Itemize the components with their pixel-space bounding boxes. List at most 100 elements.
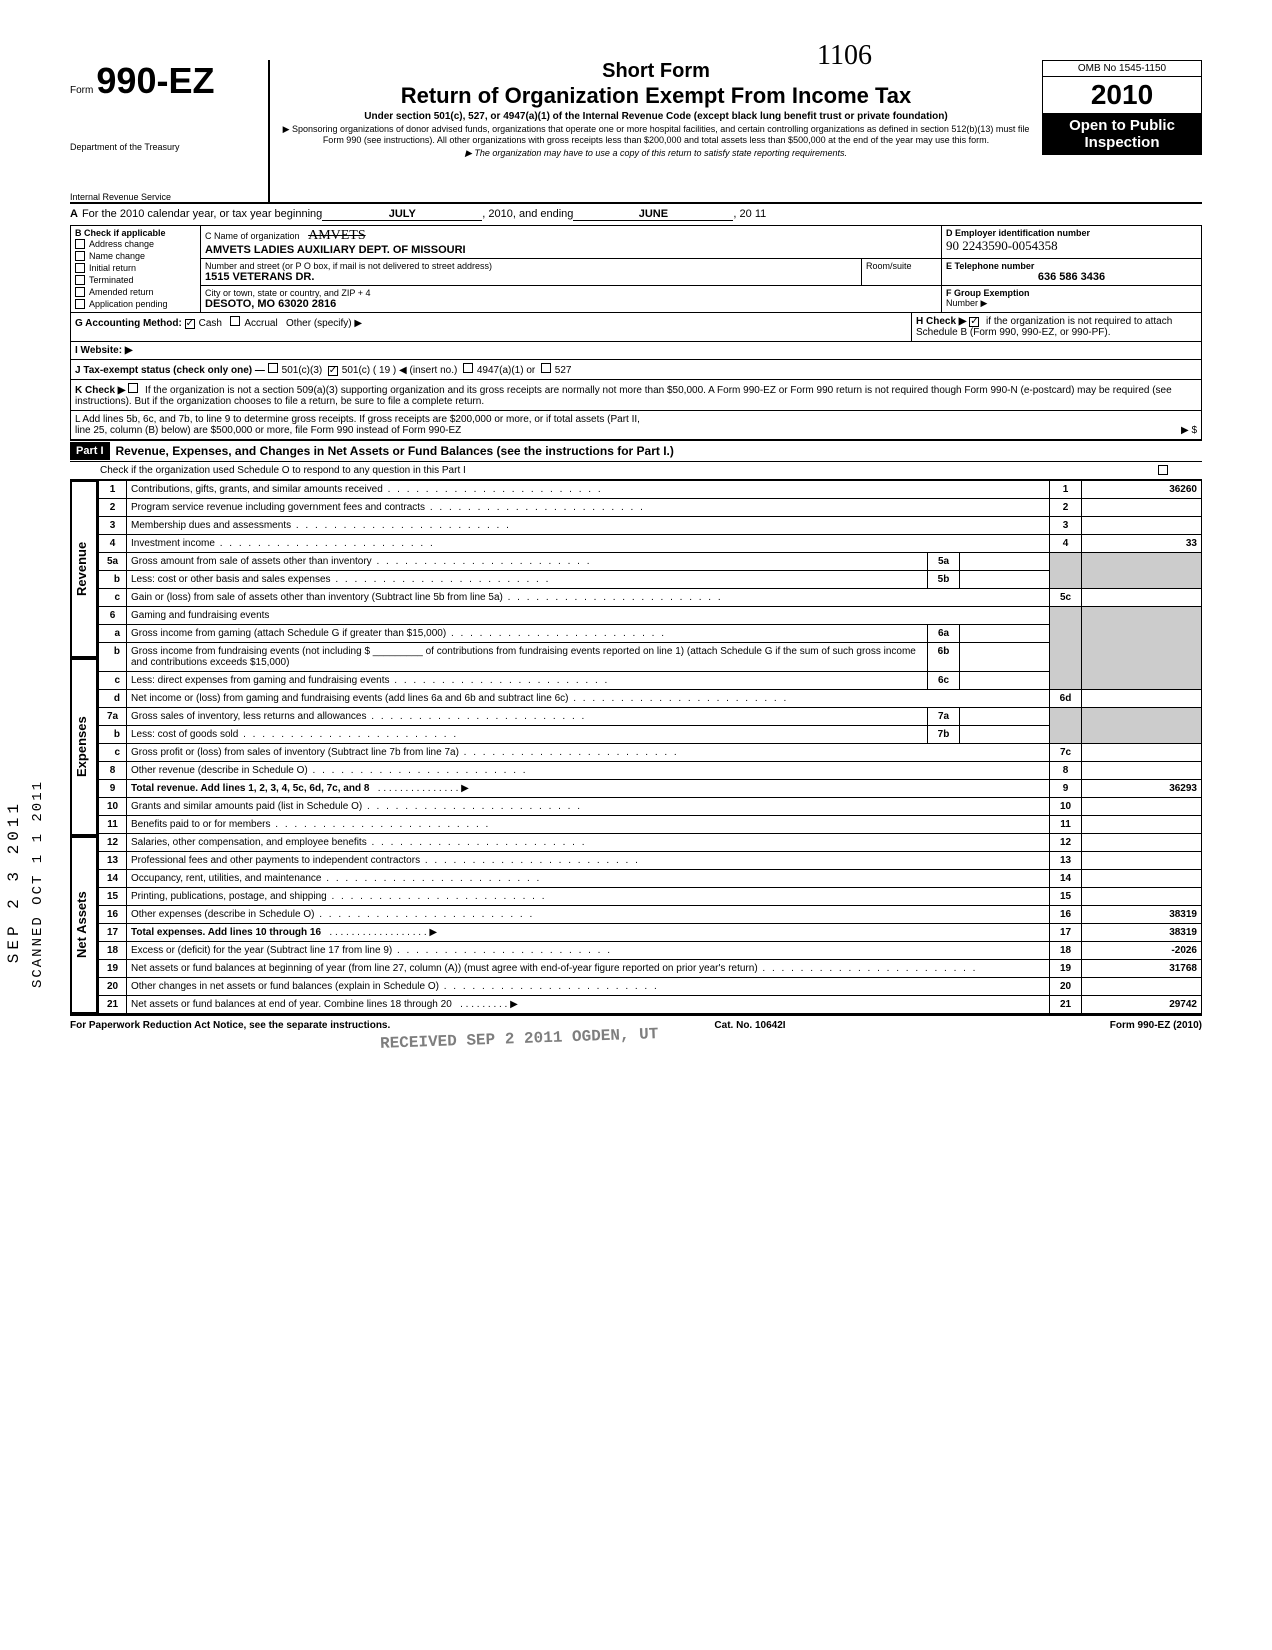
g-accounting: G Accounting Method: Cash Accrual Other … (71, 313, 911, 341)
footer-mid: Cat. No. 10642I (714, 1020, 785, 1031)
line-18: 18Excess or (deficit) for the year (Subt… (99, 942, 1202, 960)
line-4: 4Investment income433 (99, 535, 1202, 553)
line-16: 16Other expenses (describe in Schedule O… (99, 906, 1202, 924)
omb-number: OMB No 1545-1150 (1042, 60, 1202, 77)
title-block: Short Form Return of Organization Exempt… (270, 60, 1042, 158)
part1-check-text: Check if the organization used Schedule … (100, 465, 466, 476)
cb-terminated[interactable]: Terminated (75, 274, 196, 286)
line-6d: dNet income or (loss) from gaming and fu… (99, 690, 1202, 708)
right-column: OMB No 1545-1150 2010 Open to Public Ins… (1042, 60, 1202, 155)
label-revenue: Revenue (70, 480, 98, 658)
line-a-tail: , 20 11 (733, 208, 766, 221)
cb-name-change[interactable]: Name change (75, 250, 196, 262)
line-10: 10Grants and similar amounts paid (list … (99, 798, 1202, 816)
cb-amended[interactable]: Amended return (75, 286, 196, 298)
cb-app-pending[interactable]: Application pending (75, 298, 196, 310)
line-5b: bLess: cost or other basis and sales exp… (99, 571, 1202, 589)
open-public: Open to Public Inspection (1042, 113, 1202, 155)
cb-527[interactable] (541, 363, 551, 373)
line-21: 21Net assets or fund balances at end of … (99, 996, 1202, 1014)
city-value[interactable]: DESOTO, MO 63020 2816 (205, 298, 937, 310)
i-website[interactable]: I Website: ▶ (70, 342, 1202, 360)
h-block: H Check ▶ if the organization is not req… (911, 313, 1201, 341)
section-b: B Check if applicable Address change Nam… (71, 226, 201, 312)
tax-year-begin[interactable]: JULY (322, 208, 482, 221)
j-insert: ◀ (insert no.) (399, 365, 457, 376)
line-8: 8Other revenue (describe in Schedule O)8 (99, 762, 1202, 780)
cb-cash[interactable] (185, 319, 195, 329)
cb-part1-schedo[interactable] (1158, 465, 1168, 475)
b-label: B Check if applicable (75, 228, 196, 238)
e-label: E Telephone number (946, 261, 1197, 271)
city-block: City or town, state or country, and ZIP … (201, 286, 941, 312)
title-fine2: ▶ The organization may have to use a cop… (280, 148, 1032, 159)
cb-initial-return[interactable]: Initial return (75, 262, 196, 274)
line-7b: bLess: cost of goods sold7b (99, 726, 1202, 744)
line-a-mid: , 2010, and ending (482, 208, 573, 221)
open-line2: Inspection (1044, 134, 1200, 151)
line-14: 14Occupancy, rent, utilities, and mainte… (99, 870, 1202, 888)
form-word: Form (70, 85, 93, 96)
line-17: 17Total expenses. Add lines 10 through 1… (99, 924, 1202, 942)
footer-right: Form 990-EZ (2010) (1110, 1020, 1202, 1031)
d-ein-block: D Employer identification number 90 2243… (941, 226, 1201, 258)
l-arrow: ▶ $ (1181, 425, 1197, 436)
line-9: 9Total revenue. Add lines 1, 2, 3, 4, 5c… (99, 780, 1202, 798)
part1-check-row: Check if the organization used Schedule … (70, 462, 1202, 480)
c-handwritten: AMVETS (308, 228, 366, 243)
cb-4947[interactable] (463, 363, 473, 373)
year-prefix: 20 (1091, 79, 1122, 110)
form-number: 990-EZ (96, 60, 214, 101)
cb-k[interactable] (128, 383, 138, 393)
line-a: A For the 2010 calendar year, or tax yea… (70, 202, 1202, 225)
cb-501c[interactable] (328, 366, 338, 376)
form-header: Form 990-EZ Department of the Treasury I… (70, 60, 1202, 202)
cb-h[interactable] (969, 317, 979, 327)
l-text2: line 25, column (B) below) are $500,000 … (75, 425, 461, 436)
tax-year: 2010 (1042, 77, 1202, 113)
city-label: City or town, state or country, and ZIP … (205, 288, 937, 298)
phone-value[interactable]: 636 586 3436 (946, 271, 1197, 283)
tax-year-end[interactable]: JUNE (573, 208, 733, 221)
lines-table: 1Contributions, gifts, grants, and simil… (98, 480, 1202, 1014)
line-13: 13Professional fees and other payments t… (99, 852, 1202, 870)
k-text: If the organization is not a section 509… (75, 385, 1172, 407)
cb-501c3[interactable] (268, 363, 278, 373)
line-12: 12Salaries, other compensation, and empl… (99, 834, 1202, 852)
line-19: 19Net assets or fund balances at beginni… (99, 960, 1202, 978)
c-label: C Name of organization (205, 231, 300, 241)
h-label: H Check ▶ (916, 316, 966, 327)
line-6b: bGross income from fundraising events (n… (99, 643, 1202, 672)
street-address[interactable]: 1515 VETERANS DR. (205, 271, 857, 283)
dept-treasury: Department of the Treasury (70, 142, 260, 152)
line-6a: aGross income from gaming (attach Schedu… (99, 625, 1202, 643)
l-block: L Add lines 5b, 6c, and 7b, to line 9 to… (70, 411, 1202, 440)
f-group-block: F Group Exemption Number ▶ (941, 286, 1201, 312)
line-2: 2Program service revenue including gover… (99, 499, 1202, 517)
title-sub: Under section 501(c), 527, or 4947(a)(1)… (280, 111, 1032, 122)
handwritten-note: 1106 (817, 40, 872, 72)
line-a-label: A (70, 208, 78, 221)
f-label2: Number ▶ (946, 298, 1197, 309)
g-label: G Accounting Method: (75, 318, 182, 329)
cb-accrual[interactable] (230, 316, 240, 326)
g-other: Other (specify) ▶ (286, 318, 362, 329)
line-6c: cLess: direct expenses from gaming and f… (99, 672, 1202, 690)
open-line1: Open to Public (1044, 117, 1200, 134)
l-text1: L Add lines 5b, 6c, and 7b, to line 9 to… (75, 414, 1197, 425)
j-label: J Tax-exempt status (check only one) — (75, 365, 265, 376)
line-7c: cGross profit or (loss) from sales of in… (99, 744, 1202, 762)
e-phone-block: E Telephone number 636 586 3436 (941, 259, 1201, 285)
side-labels: Revenue Expenses Net Assets (70, 480, 98, 1014)
part1-title: Revenue, Expenses, and Changes in Net As… (110, 441, 680, 461)
title-main: Return of Organization Exempt From Incom… (280, 83, 1032, 109)
addr-block: Number and street (or P O box, if mail i… (201, 259, 861, 285)
form-id-block: Form 990-EZ Department of the Treasury I… (70, 60, 270, 202)
org-name[interactable]: AMVETS LADIES AUXILIARY DEPT. OF MISSOUR… (205, 244, 937, 256)
title-short: Short Form (280, 60, 1032, 83)
date-stamp-side: SEP 2 3 2011 (5, 800, 23, 963)
cb-address-change[interactable]: Address change (75, 238, 196, 250)
title-fine1: ▶ Sponsoring organizations of donor advi… (280, 124, 1032, 146)
ein-value[interactable]: 90 2243590-0054358 (946, 238, 1197, 254)
line-15: 15Printing, publications, postage, and s… (99, 888, 1202, 906)
